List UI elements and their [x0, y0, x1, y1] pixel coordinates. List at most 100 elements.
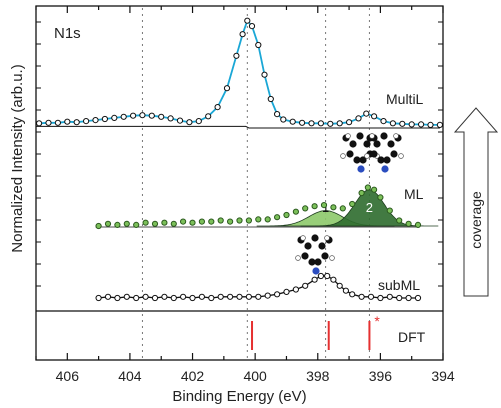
subml-data-point — [330, 276, 337, 283]
carbon-atom — [353, 156, 361, 164]
multil-data-point — [274, 111, 281, 118]
subml-data-point — [123, 293, 130, 300]
multil-data-point — [111, 114, 118, 122]
multil-background — [36, 125, 440, 129]
multil-data-point — [371, 113, 378, 120]
multil-data-point — [346, 119, 353, 126]
nitrogen-atom — [381, 165, 389, 173]
series-label-ml: ML — [404, 186, 424, 202]
nitrogen-atom — [312, 267, 320, 275]
dft-label: DFT — [398, 329, 426, 345]
hydrogen-atom — [295, 255, 301, 261]
ml-data-point — [358, 189, 365, 197]
multil-data-point — [148, 112, 155, 119]
carbon-atom — [349, 140, 357, 148]
x-tick-label: 398 — [306, 368, 330, 384]
subml-data-point — [342, 287, 349, 294]
multil-data-point — [436, 121, 443, 129]
subml-data-point — [198, 293, 205, 300]
multil-data-point — [233, 52, 240, 59]
subml-data-point — [405, 294, 412, 302]
x-axis-label: Binding Energy (eV) — [172, 388, 306, 405]
subml-data-point — [377, 294, 384, 302]
multil-data-point — [195, 118, 202, 125]
multil-data-point — [363, 110, 370, 117]
ml-data-point — [274, 214, 281, 221]
hydrogen-atom — [340, 153, 346, 159]
coverage-label: coverage — [468, 191, 484, 249]
multil-data-point — [130, 112, 137, 119]
multil-data-point — [317, 120, 324, 127]
multil-data-point — [120, 113, 127, 120]
subml-data-point — [414, 294, 422, 302]
hydrogen-atom — [393, 133, 399, 139]
subml-data-point — [324, 272, 331, 280]
x-tick-label: 396 — [369, 368, 393, 384]
carbon-atom — [314, 258, 322, 266]
subml-data-point — [386, 293, 393, 300]
hydrogen-atom — [300, 235, 306, 241]
carbon-atom — [356, 132, 364, 140]
panel-label: N1s — [54, 25, 81, 42]
multil-data-point — [139, 112, 146, 119]
multil-data-point — [101, 115, 109, 123]
subml-data-point — [133, 294, 140, 302]
hydrogen-atom — [329, 255, 335, 261]
multil-data-point — [399, 120, 406, 127]
multil-data-point — [355, 115, 362, 122]
multil-data-point — [158, 113, 165, 120]
multil-fit-curve — [39, 19, 440, 126]
multil-data-point — [248, 23, 256, 30]
subml-data-point — [311, 276, 318, 283]
multil-data-point — [255, 41, 262, 49]
ml-data-point — [180, 218, 187, 225]
subml-data-point — [396, 294, 403, 302]
carbon-atom — [346, 150, 354, 158]
subml-data-point — [292, 286, 299, 293]
multil-data-point — [54, 119, 62, 126]
ml-data-point — [386, 207, 393, 214]
x-tick-label: 394 — [431, 368, 455, 384]
x-tick-label: 404 — [118, 368, 142, 384]
subml-data-point — [317, 272, 324, 280]
subml-data-point — [217, 293, 224, 300]
hydrogen-atom — [345, 133, 351, 139]
ml-data-point — [95, 222, 102, 230]
multil-data-point — [418, 121, 425, 128]
ml-data-point — [189, 219, 196, 226]
ml-data-point — [245, 217, 252, 224]
multil-data-point — [427, 121, 434, 129]
multil-data-point — [36, 120, 43, 127]
ml-data-point — [123, 220, 130, 227]
carbon-atom — [387, 140, 395, 148]
dft-star: * — [374, 313, 380, 329]
multil-data-point — [389, 120, 396, 127]
ml-data-point — [302, 205, 309, 212]
ml-data-point — [236, 217, 243, 224]
subml-data-point — [236, 293, 243, 300]
ml-data-point — [377, 194, 384, 201]
x-tick-label: 400 — [243, 368, 267, 384]
multil-data-point — [83, 118, 90, 125]
carbon-atom — [321, 252, 329, 260]
multil-data-point — [205, 113, 212, 120]
coverage-arrow-icon — [453, 107, 499, 297]
ml-data-point — [311, 203, 318, 210]
carbon-atom — [304, 242, 312, 250]
ml-data-point — [339, 205, 346, 212]
nitrogen-atom — [357, 165, 365, 173]
subml-data-point — [349, 291, 356, 298]
multil-data-point — [167, 115, 174, 122]
ml-data-point — [142, 219, 149, 226]
ml-data-point — [161, 219, 168, 226]
subml-data-point — [114, 294, 121, 302]
subml-data-point — [358, 293, 365, 300]
multil-data-point — [336, 120, 343, 127]
carbon-atom — [370, 150, 378, 158]
subml-data-point — [283, 288, 290, 295]
molecule-icon — [295, 234, 335, 275]
multil-data-point — [289, 118, 296, 125]
ml-data-point — [320, 202, 328, 209]
subml-data-point — [227, 293, 234, 300]
